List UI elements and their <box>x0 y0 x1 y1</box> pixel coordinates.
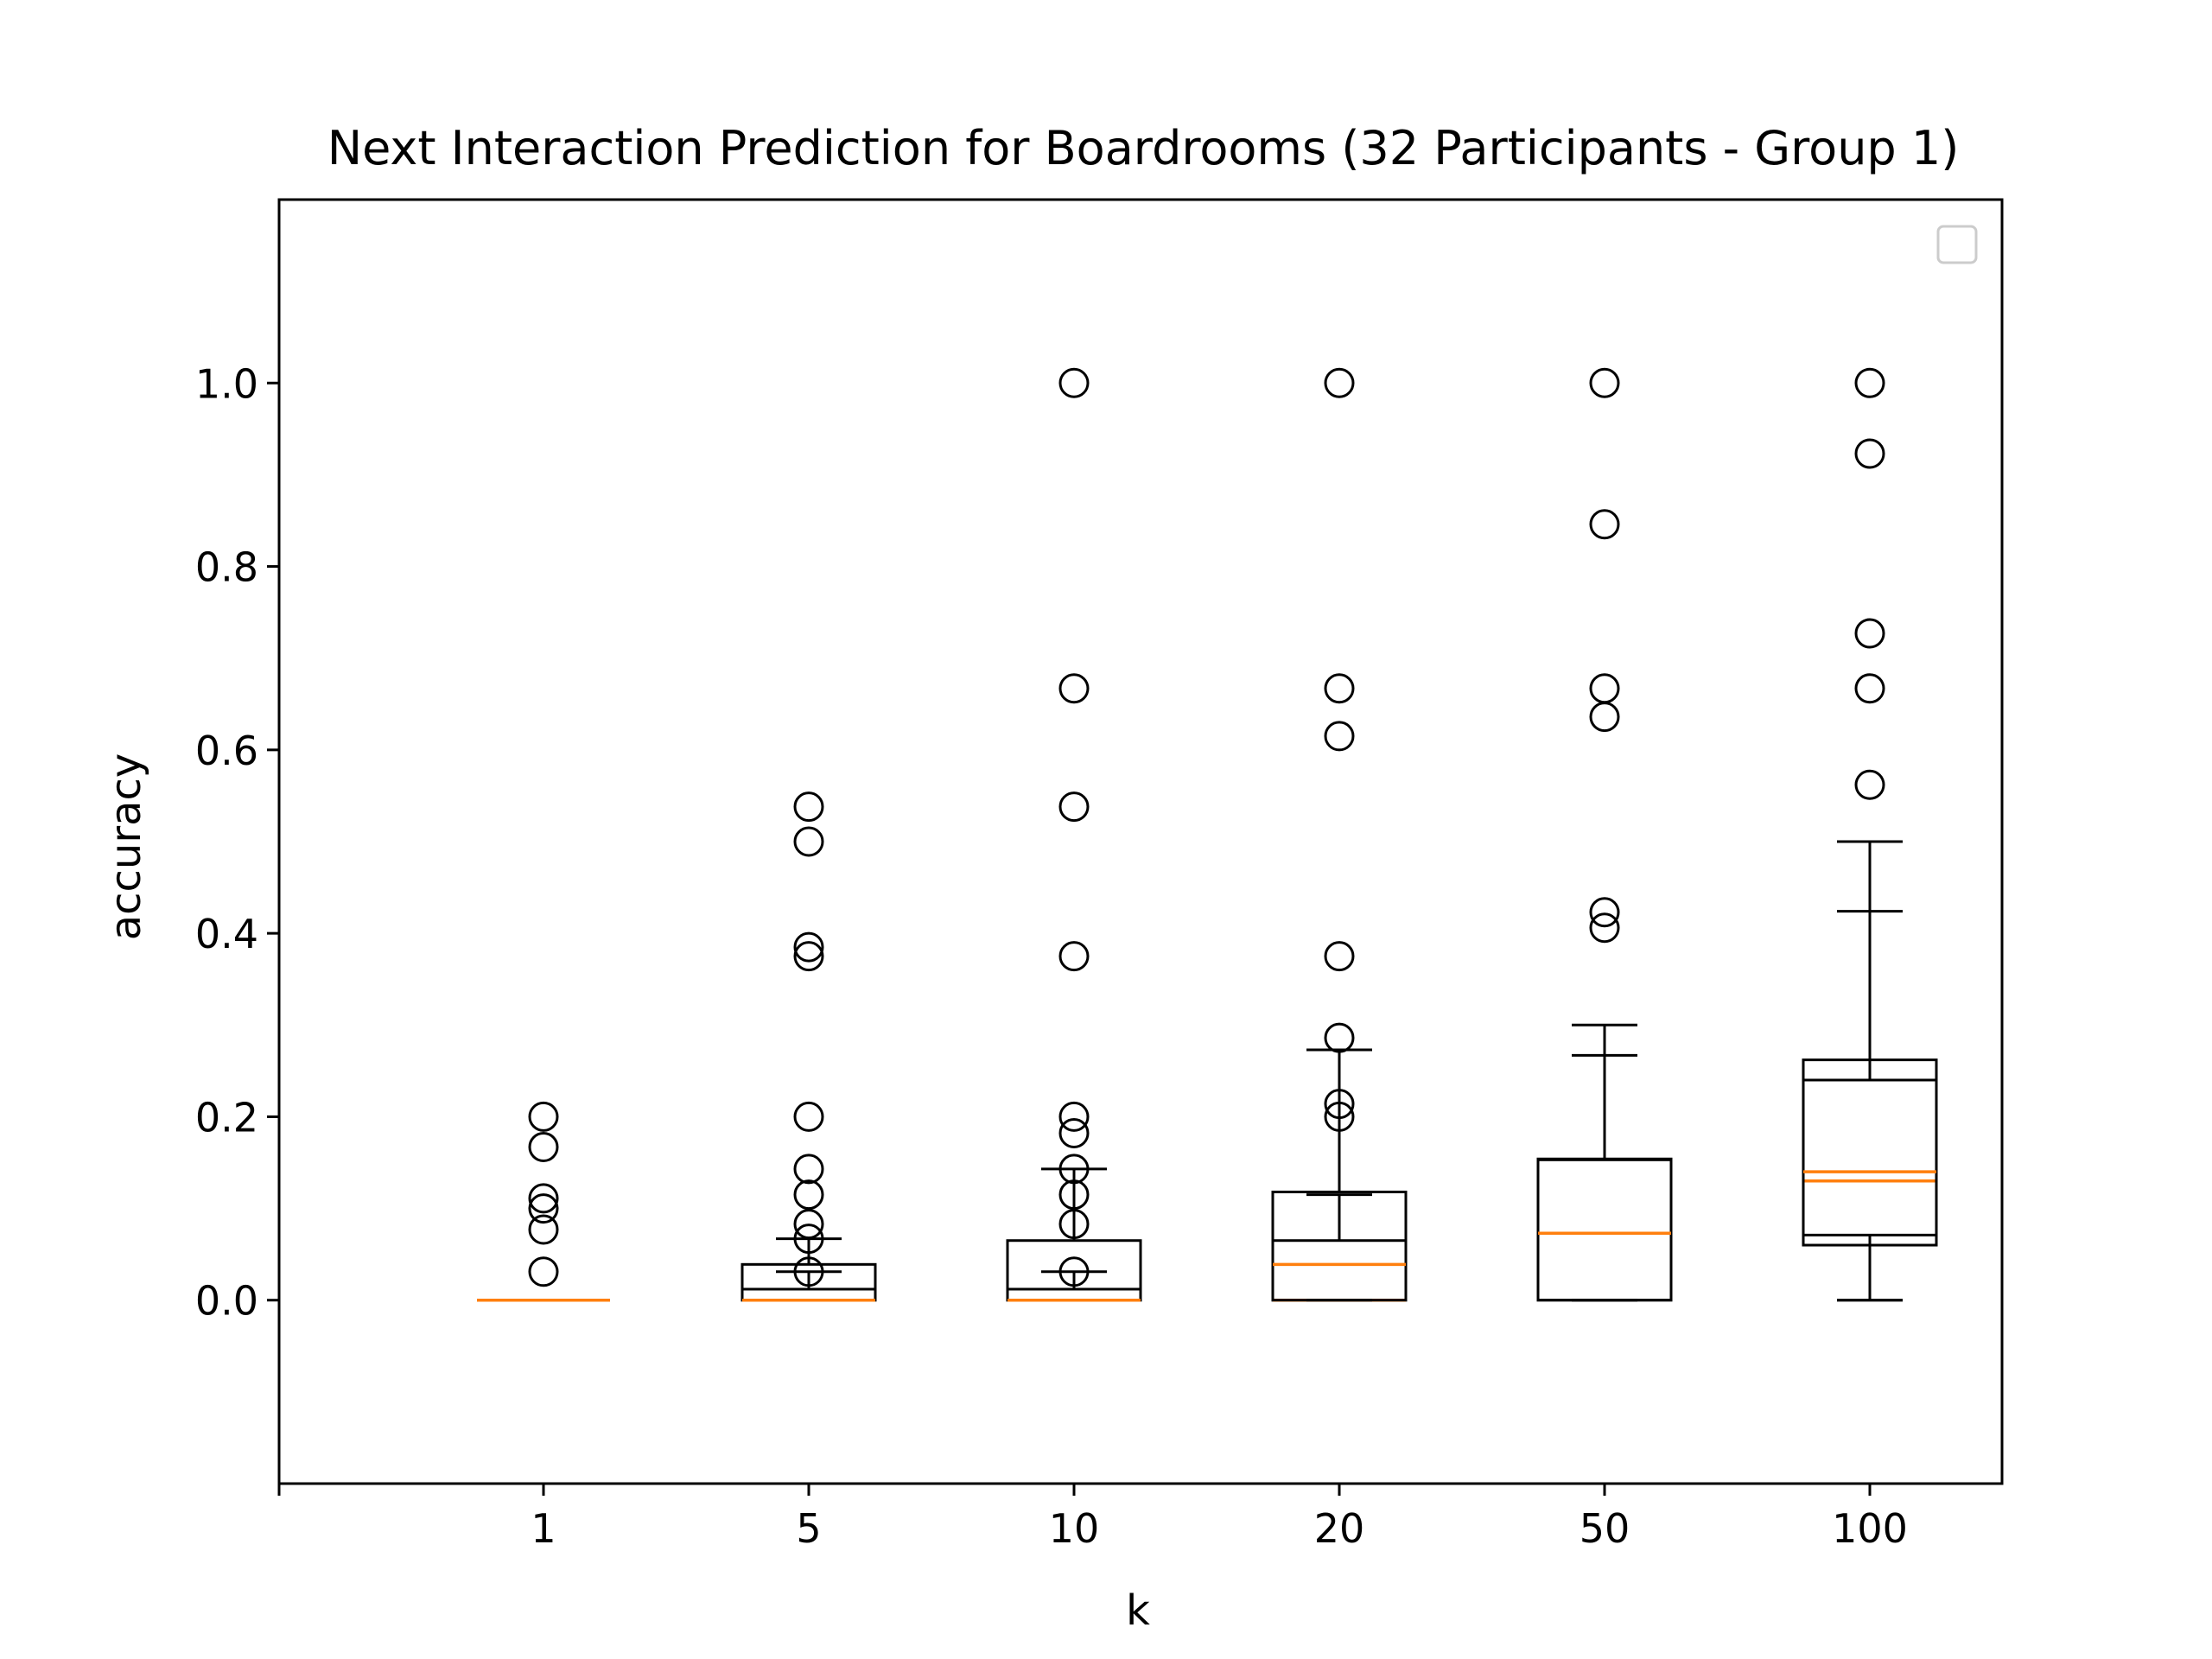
y-axis-label: accuracy <box>102 753 150 941</box>
y-tick-label: 0.8 <box>195 544 258 591</box>
outlier-point <box>1589 509 1620 540</box>
x-axis: 1 5 10 20 50 100 <box>277 1484 1908 1552</box>
outlier-point <box>528 1183 559 1214</box>
outlier-point <box>1058 791 1090 823</box>
outlier-point <box>1058 1118 1090 1149</box>
outlier-point <box>1324 941 1355 972</box>
outlier-point <box>1324 367 1355 398</box>
outlier-point <box>1854 438 1885 469</box>
x-tick-label: 1 <box>531 1505 556 1552</box>
y-tick-label: 1.0 <box>195 360 258 407</box>
outlier-point <box>793 826 824 857</box>
outlier-point <box>1854 769 1885 800</box>
outlier-point <box>793 791 824 823</box>
y-tick-label: 0.6 <box>195 728 258 774</box>
x-tick-label: 100 <box>1832 1505 1908 1552</box>
outlier-point <box>1058 367 1090 398</box>
box-series <box>477 367 1938 1302</box>
outlier-point <box>1854 618 1885 649</box>
x-tick-label: 50 <box>1580 1505 1630 1552</box>
outlier-point <box>793 941 824 972</box>
outlier-point <box>1324 673 1355 704</box>
legend-box <box>1936 225 1978 264</box>
outlier-point <box>528 1214 559 1245</box>
outlier-point <box>1589 367 1620 398</box>
y-tick-label: 0.4 <box>195 911 258 957</box>
outlier-point <box>1589 702 1620 733</box>
y-axis: 0.0 0.2 0.4 0.6 0.8 1.0 <box>195 360 279 1325</box>
plot-frame <box>277 198 2004 1485</box>
x-tick-label: 20 <box>1314 1505 1365 1552</box>
x-tick-label: 5 <box>796 1505 821 1552</box>
box-iqr <box>1271 1190 1408 1302</box>
y-tick-label: 0.0 <box>195 1278 258 1325</box>
outlier-point <box>528 1101 559 1132</box>
outlier-point <box>528 1256 559 1287</box>
outlier-point <box>528 1193 559 1224</box>
x-axis-label: k <box>1126 1586 1150 1635</box>
chart-title: Next Interaction Prediction for Boardroo… <box>327 121 1960 175</box>
outlier-point <box>793 1179 824 1211</box>
outlier-point <box>793 1101 824 1132</box>
box-iqr <box>1802 1058 1938 1247</box>
outlier-point <box>1058 673 1090 704</box>
outlier-point <box>793 1154 824 1185</box>
outlier-point <box>1058 1101 1090 1132</box>
outlier-point <box>1589 897 1620 928</box>
box-iqr <box>1536 1157 1673 1302</box>
y-tick-label: 0.2 <box>195 1094 258 1141</box>
outlier-point <box>1058 1256 1090 1287</box>
outlier-point <box>1589 912 1620 944</box>
outlier-point <box>528 1131 559 1162</box>
outlier-point <box>1854 673 1885 704</box>
outlier-point <box>1324 721 1355 752</box>
outlier-point <box>1854 367 1885 398</box>
plot-area <box>277 198 2004 1485</box>
outlier-point <box>1058 941 1090 972</box>
x-tick-label: 10 <box>1049 1505 1100 1552</box>
outlier-point <box>793 931 824 963</box>
